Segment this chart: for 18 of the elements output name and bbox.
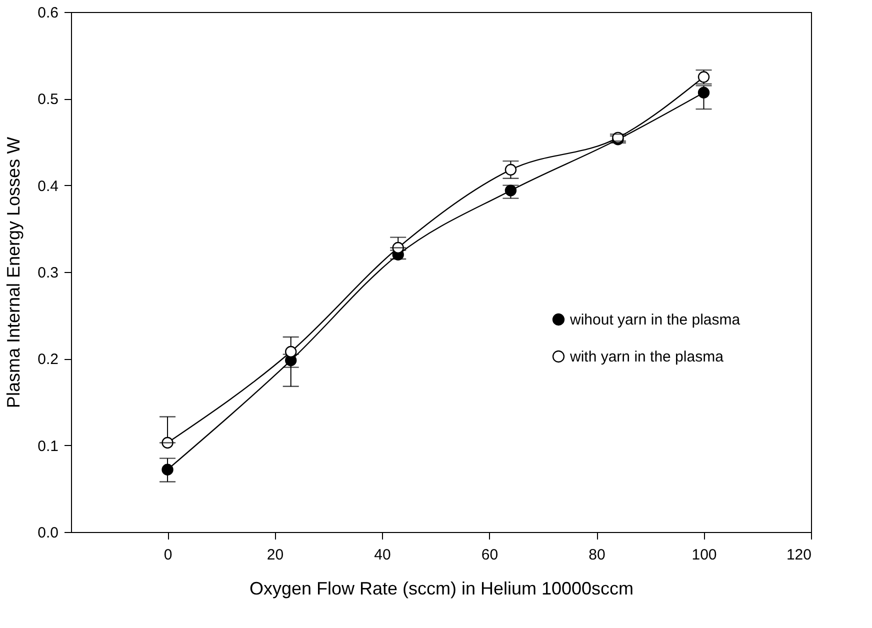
x-tick-label: 60 (481, 546, 498, 564)
y-tick-label: 0.0 (38, 524, 58, 542)
y-tick-label: 0.2 (38, 351, 58, 368)
x-tick-label: 80 (588, 546, 606, 564)
x-tick-label: 20 (266, 546, 284, 564)
legend-label: with yarn in the plasma (569, 348, 724, 366)
y-axis-title: Plasma Internal Energy Losses W (4, 136, 24, 408)
y-tick-label: 0.6 (38, 4, 58, 22)
y-tick-label: 0.3 (38, 264, 58, 282)
y-tick-label: 0.4 (38, 178, 58, 195)
x-axis-title: Oxygen Flow Rate (sccm) in Helium 10000sccm (249, 578, 634, 598)
x-tick-label: 40 (374, 546, 391, 564)
y-tick-label: 0.5 (38, 91, 58, 108)
x-tick-label: 100 (692, 546, 717, 564)
y-tick-label: 0.1 (38, 438, 58, 455)
legend-label: wihout yarn in the plasma (569, 312, 741, 328)
x-tick-label: 120 (786, 546, 812, 564)
x-tick-label: 0 (164, 546, 172, 564)
